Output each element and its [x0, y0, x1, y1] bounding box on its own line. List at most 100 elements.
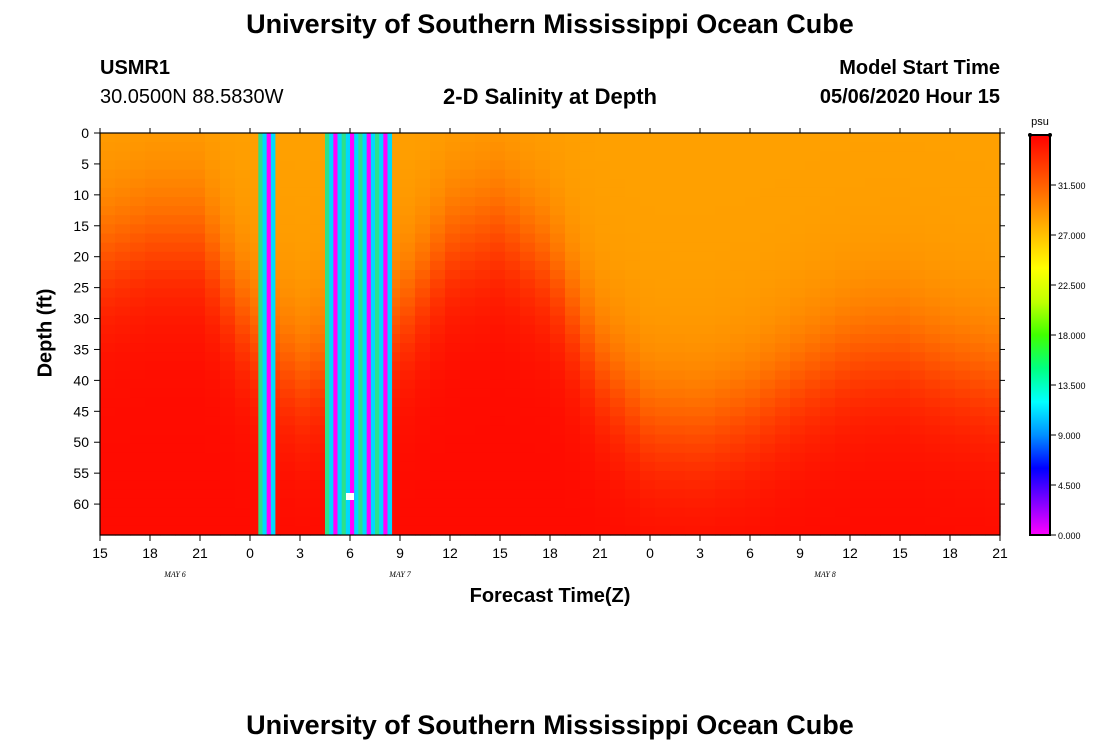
heatmap-cell [775, 224, 791, 235]
heatmap-cell [250, 361, 266, 372]
heatmap-cell [745, 361, 761, 372]
heatmap-cell [910, 480, 926, 490]
heatmap-cell [520, 525, 536, 536]
heatmap-cell [880, 361, 896, 372]
heatmap-cell [580, 315, 596, 326]
heatmap-cell [415, 178, 431, 189]
heatmap-cell [670, 370, 686, 381]
heatmap-cell [430, 507, 446, 518]
heatmap-cell [580, 407, 596, 417]
heatmap-cell [550, 416, 566, 426]
heatmap-cell [130, 343, 146, 353]
heatmap-cell [970, 516, 986, 527]
heatmap-cell [535, 343, 551, 353]
heatmap-cell [895, 306, 911, 317]
heatmap-cell [145, 187, 161, 198]
heatmap-cell [430, 397, 446, 408]
heatmap-cell [445, 370, 461, 381]
heatmap-cell [730, 160, 746, 171]
heatmap-cell [595, 297, 611, 308]
heatmap-cell [610, 388, 626, 399]
heatmap-cell [880, 260, 896, 271]
heatmap-cell [415, 260, 431, 271]
heatmap-cell [970, 187, 986, 198]
heatmap-cell [835, 507, 851, 518]
heatmap-cell [235, 288, 251, 299]
heatmap-cell [790, 407, 806, 417]
heatmap-cell [415, 233, 431, 244]
heatmap-cell [175, 525, 191, 536]
heatmap-cell [565, 306, 581, 317]
heatmap-cell [865, 407, 881, 417]
heatmap-cell [565, 151, 581, 162]
heatmap-cell [715, 151, 731, 162]
heatmap-cell [295, 397, 311, 408]
heatmap-cell [550, 443, 566, 454]
heatmap-cell [835, 407, 851, 417]
heatmap-cell [745, 334, 761, 344]
heatmap-cell [190, 498, 206, 509]
heatmap-cell [535, 516, 551, 527]
heatmap-cell [640, 416, 656, 426]
x-tick-label: 15 [892, 545, 908, 561]
heatmap-cell [760, 306, 776, 317]
heatmap-cell [655, 370, 671, 381]
heatmap-cell [400, 133, 416, 143]
heatmap-cell [700, 224, 716, 235]
missing-data-stripe [370, 133, 376, 535]
heatmap-cell [115, 452, 131, 463]
heatmap-cell [835, 306, 851, 317]
heatmap-cell [550, 160, 566, 171]
heatmap-cell [730, 434, 746, 445]
heatmap-cell [130, 178, 146, 189]
heatmap-cell [565, 425, 581, 436]
heatmap-cell [805, 471, 821, 481]
heatmap-cell [400, 416, 416, 426]
heatmap-cell [955, 206, 971, 216]
x-tick-label: 21 [592, 545, 608, 561]
heatmap-cell [835, 334, 851, 344]
heatmap-cell [625, 452, 641, 463]
heatmap-cell [835, 215, 851, 225]
heatmap-cell [145, 397, 161, 408]
heatmap-cell [190, 242, 206, 253]
heatmap-cell [220, 251, 236, 262]
heatmap-cell [415, 379, 431, 390]
heatmap-cell [280, 306, 296, 317]
heatmap-cell [805, 251, 821, 262]
heatmap-cell [310, 224, 326, 235]
heatmap-cell [625, 142, 641, 152]
heatmap-cell [400, 169, 416, 180]
heatmap-cell [910, 452, 926, 463]
heatmap-cell [700, 361, 716, 372]
heatmap-cell [940, 489, 956, 500]
heatmap-cell [610, 452, 626, 463]
heatmap-cell [610, 361, 626, 372]
heatmap-cell [220, 498, 236, 509]
heatmap-cell [760, 242, 776, 253]
heatmap-cell [850, 224, 866, 235]
heatmap-cell [490, 471, 506, 481]
footer-title: University of Southern Mississippi Ocean… [246, 710, 854, 740]
heatmap-cell [130, 151, 146, 162]
heatmap-cell [850, 516, 866, 527]
heatmap-cell [985, 133, 1001, 143]
heatmap-cell [580, 525, 596, 536]
heatmap-cell [805, 242, 821, 253]
heatmap-cell [970, 352, 986, 363]
heatmap-cell [445, 352, 461, 363]
heatmap-cell [970, 489, 986, 500]
heatmap-cell [805, 480, 821, 490]
heatmap-cell [535, 260, 551, 271]
heatmap-cell [850, 407, 866, 417]
heatmap-cell [730, 480, 746, 490]
heatmap-cell [820, 178, 836, 189]
heatmap-cell [160, 370, 176, 381]
heatmap-cell [610, 133, 626, 143]
heatmap-cell [655, 361, 671, 372]
heatmap-cell [925, 151, 941, 162]
heatmap-cell [295, 187, 311, 198]
heatmap-cell [670, 215, 686, 225]
heatmap-cell [955, 334, 971, 344]
heatmap-cell [235, 452, 251, 463]
